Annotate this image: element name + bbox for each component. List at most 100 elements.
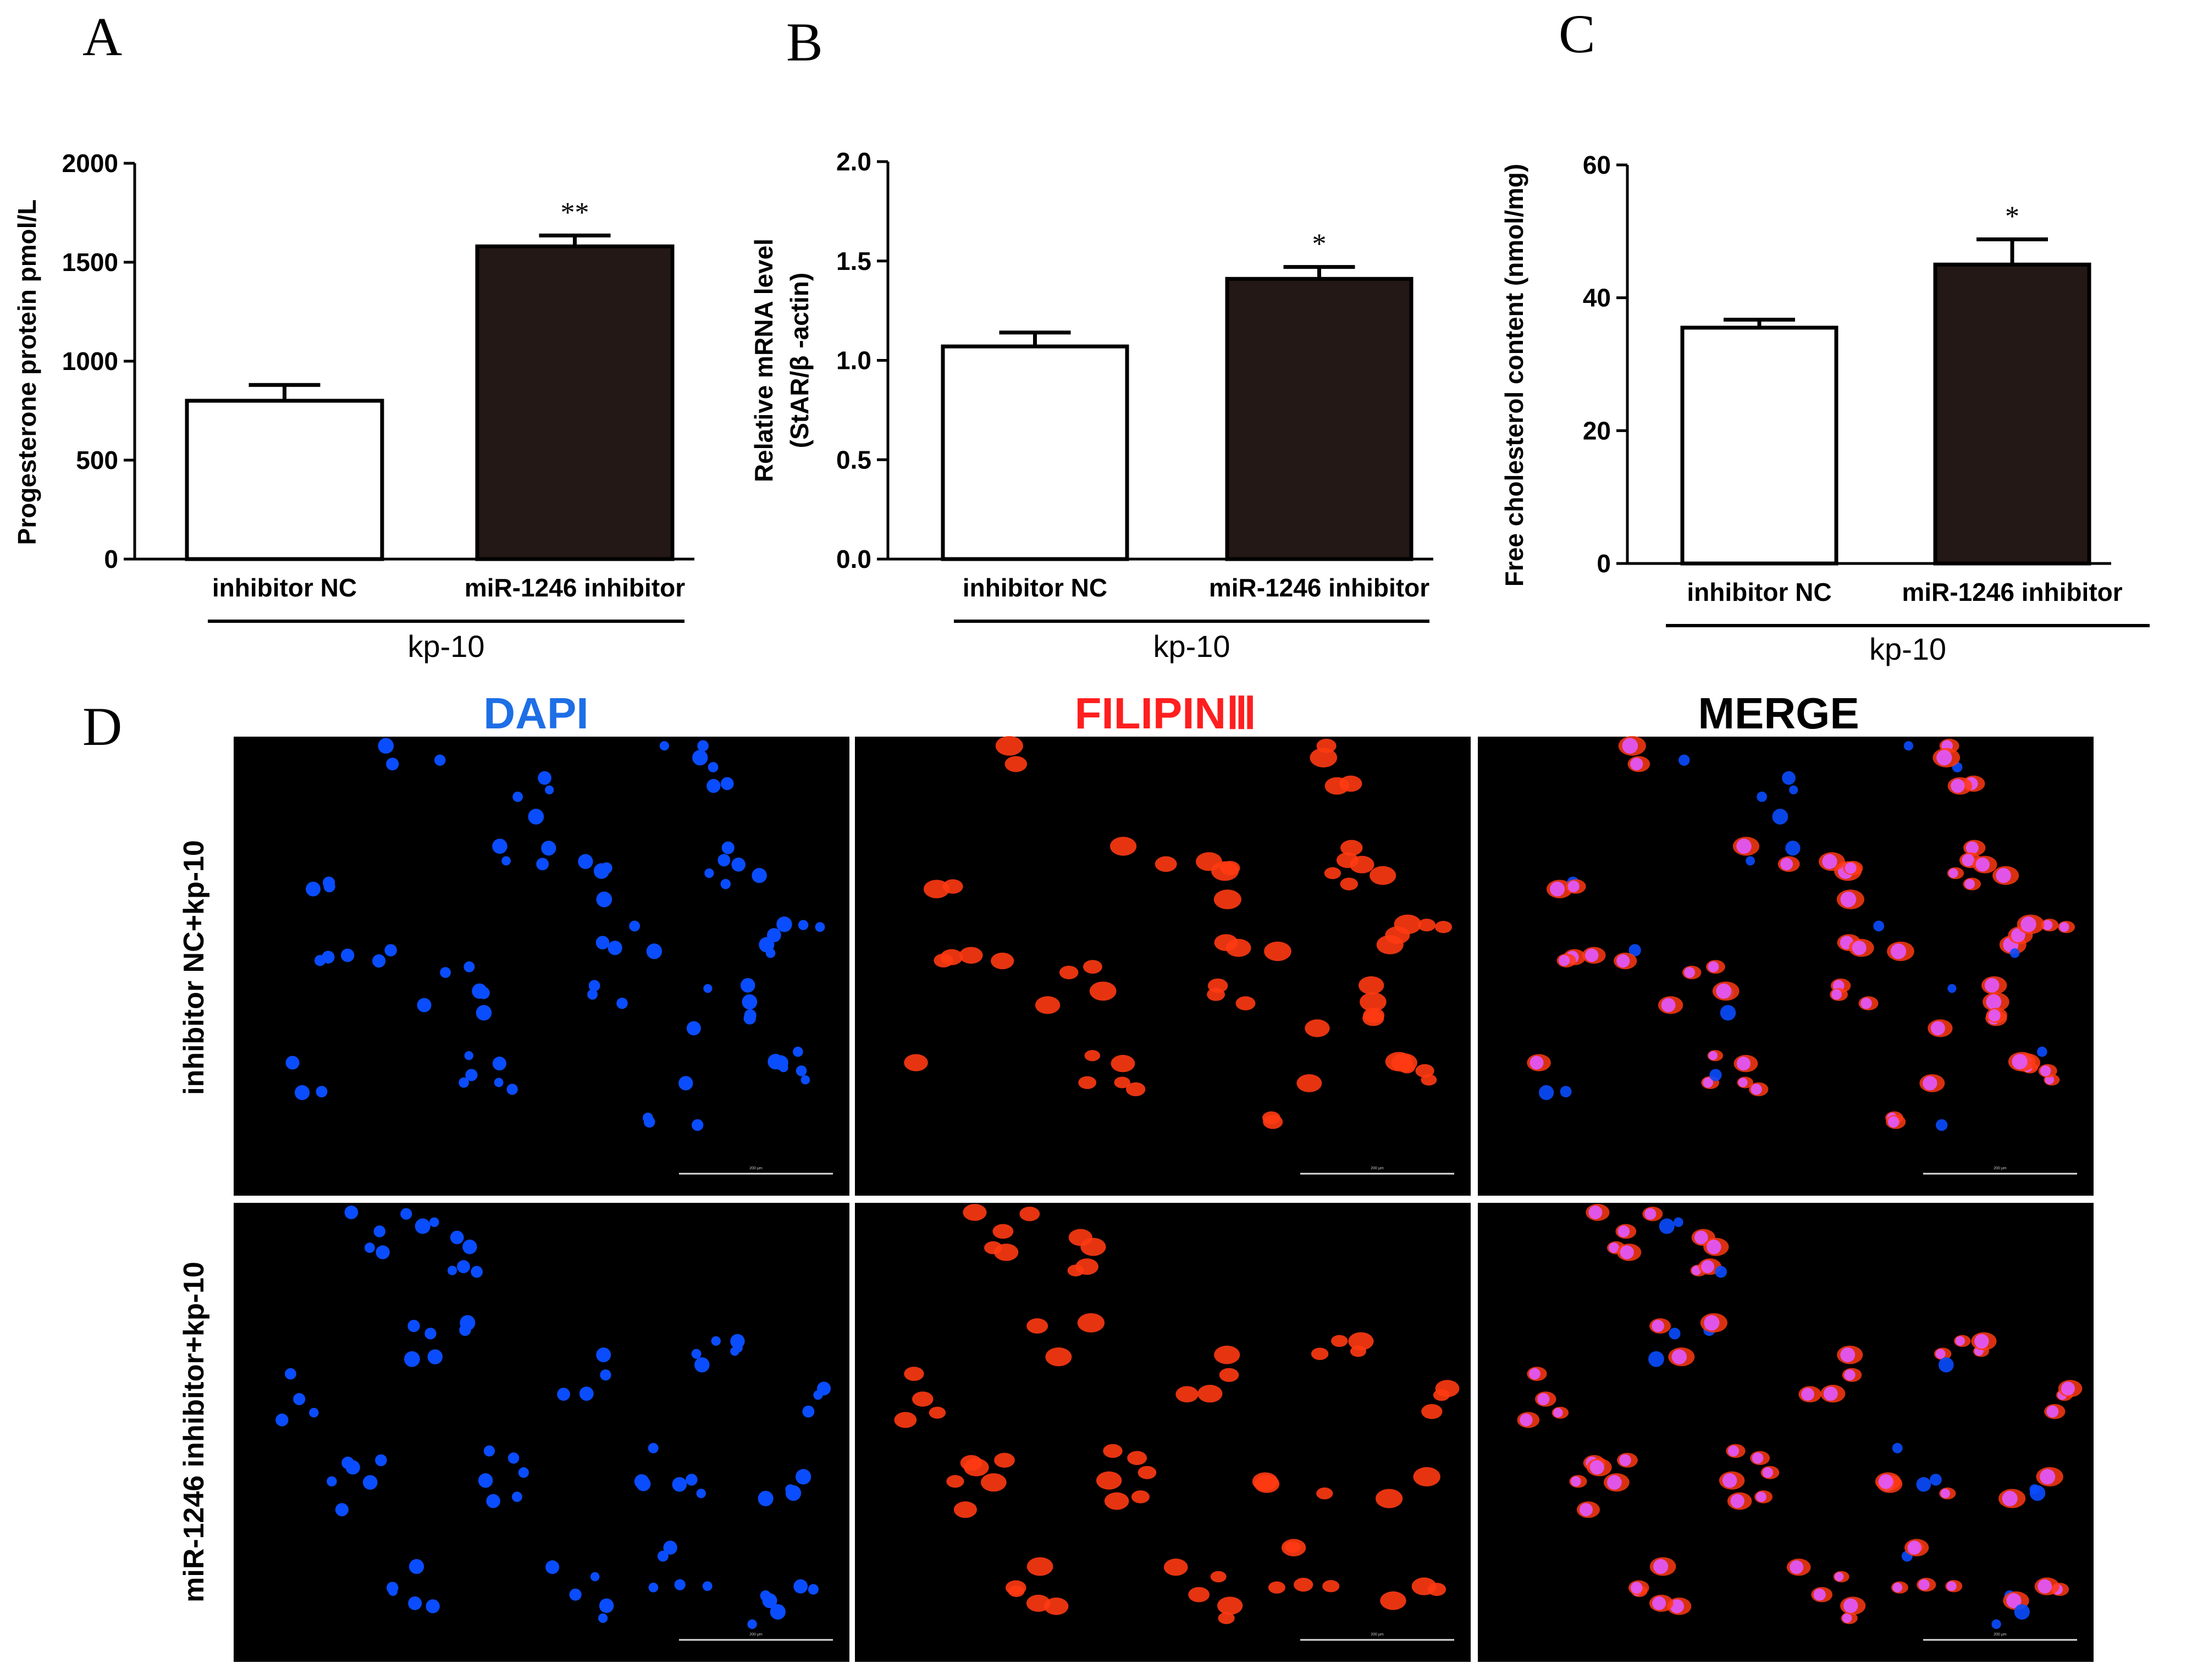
nucleus [588,980,600,992]
nucleus-overlay [2002,1490,2018,1506]
nucleus [528,809,544,825]
nucleus-overlay [1659,1218,1675,1234]
nucleus-overlay [1918,1579,1930,1590]
nucleus-overlay [1589,1460,1604,1475]
nucleus-overlay [1916,1477,1931,1492]
chart-panel-c: C 0 20 40 60 Free cholesterol content (nmol/m… [1500,3,2150,666]
nucleus [740,978,755,993]
nucleus [492,1057,506,1071]
nucleus [648,1582,659,1593]
cholesterol-stain [1026,1594,1051,1612]
nucleus-overlay [2040,1469,2056,1485]
nucleus-overlay [1986,994,2002,1010]
nucleus-overlay [1722,1473,1737,1488]
cholesterol-stain [1411,1577,1437,1595]
nucleus-overlay [1708,961,1719,972]
nucleus [387,1582,399,1594]
cholesterol-stain [1188,1587,1210,1602]
nucleus [465,1069,478,1081]
cholesterol-stain [1175,1386,1199,1403]
nucleus [541,841,556,856]
cholesterol-stain [1421,1403,1443,1419]
nucleus [295,1085,310,1101]
cholesterol-stain [991,952,1014,970]
cholesterol-stain [1264,941,1291,961]
nucleus [376,1245,390,1259]
nucleus-overlay [1674,1217,1683,1228]
group-label: kp-10 [1153,629,1230,664]
nucleus-overlay [1707,1239,1721,1255]
cholesterol-stain [1360,992,1387,1012]
micrograph-merge-row2: 200 μm [1478,1203,2094,1662]
nucleus [674,1579,686,1590]
nucleus [476,1005,492,1021]
nucleus-overlay [1670,1599,1684,1613]
micrograph-merge-row1: 200 μm [1478,736,2094,1196]
nucleus [595,936,610,949]
nucleus-overlay [1560,1086,1572,1098]
nucleus-overlay [1840,891,1857,908]
nucleus [752,867,767,883]
nucleus [506,1084,518,1095]
nucleus [384,944,397,957]
nucleus-overlay [1892,1582,1903,1593]
cholesterol-stain [1155,856,1177,872]
cholesterol-stain [1125,1082,1146,1097]
nucleus-overlay [1785,841,1801,856]
nucleus [569,1588,582,1601]
cholesterol-stain [1111,1054,1135,1073]
nucleus [448,1265,457,1275]
micrograph-background [234,1203,849,1662]
y-axis-title: Free cholesterol content (nmol/mg) [1500,164,1528,587]
micrograph-filipin-row1: 200 μm [855,736,1471,1196]
significance-marker: * [1312,229,1327,260]
x-category-label: miR-1246 inhibitor [1209,573,1429,602]
y-tick-label: 40 [1583,284,1611,312]
nucleus-overlay [2020,916,2036,932]
significance-marker: ** [561,197,589,228]
cholesterol-stain [1210,1571,1227,1583]
y-tick-label: 2000 [62,149,118,178]
nucleus [816,1381,831,1396]
nucleus [463,961,475,972]
nucleus [598,1613,608,1623]
significance-marker: * [2005,201,2019,232]
scale-bar-label: 200 μm [1994,1633,2007,1637]
nucleus-overlay [1701,1260,1715,1274]
nucleus [657,1550,669,1562]
y-tick-label: 0 [104,545,118,573]
cholesterol-stain [1080,1237,1106,1256]
nucleus-overlay [1631,1582,1643,1594]
nucleus-overlay [1756,1491,1766,1502]
nucleus-overlay [1571,1476,1581,1486]
nucleus-overlay [1720,1005,1736,1021]
nucleus [634,1474,649,1489]
nucleus [768,1054,783,1070]
nucleus-overlay [2014,1604,2030,1620]
panel-letter: D [82,696,122,757]
nucleus-overlay [1669,1328,1681,1340]
cholesterol-stain [924,880,950,899]
nucleus-overlay [1529,1368,1541,1380]
nucleus [730,1334,745,1349]
nucleus-overlay [1746,856,1755,866]
nucleus [316,1086,328,1098]
x-category-label: inhibitor NC [963,573,1107,602]
nucleus-overlay [1790,1560,1804,1574]
nucleus [706,778,721,793]
nucleus [659,741,670,751]
nucleus [512,1491,522,1502]
nucleus-overlay [1964,878,1975,889]
nucleus [457,1260,471,1274]
nucleus [792,1046,803,1057]
nucleus-overlay [1860,997,1872,1009]
cholesterol-stain [1220,861,1240,876]
nucleus-overlay [1684,967,1696,978]
nucleus [545,1560,560,1574]
chart-panel-a: A 0 500 1000 1500 2000 Progesterone protein pm… [13,6,694,664]
cholesterol-stain [1311,1347,1329,1360]
nucleus-overlay [1965,841,1979,854]
nucleus [686,1021,701,1036]
micrograph-filipin-row2: 200 μm [855,1203,1471,1662]
